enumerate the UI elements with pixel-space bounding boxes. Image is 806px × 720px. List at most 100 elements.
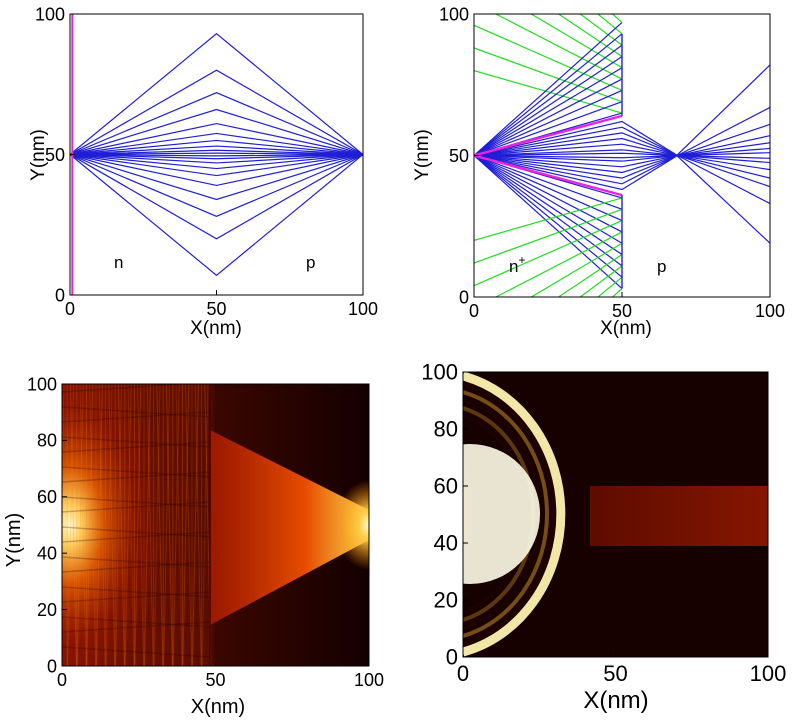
tl-ray: [70, 153, 363, 160]
bl-fringe: [98, 384, 106, 666]
tr-reflected-ray: [474, 47, 623, 103]
tl-label-n: n: [114, 253, 123, 272]
bl-heat-cone: [210, 430, 369, 625]
bl-fringe: [127, 384, 135, 666]
bl-fringe: [79, 384, 87, 666]
y-tick-label: 100: [27, 374, 57, 394]
x-tick-label: 100: [750, 661, 787, 686]
bl-fringe: [124, 384, 132, 666]
tr-ray-group: [474, 14, 770, 297]
br-ticks: 0 50 100 0 20 40 60 80 100: [421, 360, 786, 686]
x-tick-label: 50: [603, 661, 627, 686]
tl-ray: [70, 145, 363, 156]
y-tick-label: 60: [37, 487, 57, 507]
tr-reflected-ray: [530, 14, 623, 69]
y-tick-label: 50: [449, 146, 469, 166]
tr-critical-ray: [474, 154, 623, 197]
bl-fringe: [86, 384, 94, 666]
tl-label-p: p: [306, 253, 315, 272]
y-tick-label: 20: [434, 588, 458, 613]
tl-ray: [70, 153, 363, 170]
x-tick-label: 100: [755, 301, 785, 321]
bl-fringe: [182, 384, 190, 666]
bl-fringe: [117, 384, 125, 666]
tr-reflected-ray: [530, 242, 623, 297]
y-tick-label: 40: [37, 544, 57, 564]
tr-transmitted-ray: [474, 137, 770, 179]
tr-incident-ray: [474, 22, 623, 156]
bl-fringe: [62, 561, 211, 573]
tl-ray: [70, 32, 363, 155]
tr-transmitted-ray: [474, 120, 770, 244]
tl-ray: [70, 153, 363, 217]
bl-fringe: [62, 471, 211, 483]
br-arc-fringe: [463, 372, 566, 657]
tl-ticks: 0 50 100 0 50 100: [35, 4, 378, 319]
bl-fringe: [95, 384, 103, 666]
bl-fringe: [62, 406, 211, 418]
x-tick-label: 0: [457, 661, 469, 686]
tl-ray: [70, 108, 363, 156]
bl-heat-right-glow: [300, 480, 369, 570]
x-tick-label: 50: [205, 670, 225, 690]
tr-incident-ray: [474, 55, 623, 156]
bl-heat-left-glow: [62, 384, 222, 666]
y-tick-label: 60: [434, 474, 458, 499]
tr-ticks: 0 50 100 0 50 100: [439, 4, 785, 321]
tr-incident-ray: [474, 154, 623, 222]
bl-fringe: [143, 384, 151, 666]
tl-ray: [70, 152, 363, 156]
br-x-axis-label: X(nm): [583, 687, 648, 714]
bl-fringe: [156, 384, 164, 666]
bl-fringe: [62, 384, 192, 393]
y-tick-label: 0: [55, 285, 65, 305]
tr-transmitted-ray: [474, 126, 770, 205]
tr-reflected-ray: [494, 231, 623, 297]
x-tick-label: 50: [612, 301, 632, 321]
br-arc-fringe: [463, 398, 543, 630]
tr-reflected-ray: [474, 24, 623, 91]
bl-fringe: [67, 384, 75, 666]
tr-label-nplus: n+: [509, 253, 525, 276]
tr-transmitted-ray: [474, 64, 770, 191]
tl-ray: [70, 153, 363, 164]
tl-ray: [70, 153, 363, 157]
tr-y-axis-label: Y(nm): [412, 129, 433, 181]
tr-incident-ray: [474, 155, 623, 289]
tl-ray: [70, 92, 363, 156]
bl-fringe: [137, 384, 145, 666]
bl-fringe: [62, 556, 211, 568]
tr-transmitted-ray: [474, 152, 770, 159]
tl-ray: [70, 132, 363, 156]
tr-label-n: n: [509, 257, 518, 276]
tr-label-p: p: [657, 257, 666, 276]
bl-y-axis-label: Y(nm): [3, 513, 25, 567]
x-tick-label: 100: [354, 670, 384, 690]
tr-transmitted-ray: [474, 135, 770, 174]
bl-fringe: [62, 496, 211, 508]
tr-incident-ray: [474, 44, 623, 156]
tr-incident-ray: [474, 67, 623, 157]
bl-fringe: [134, 384, 142, 666]
tr-transmitted-ray: [474, 132, 770, 188]
tr-incident-ray: [474, 154, 623, 244]
y-tick-label: 40: [434, 531, 458, 556]
tr-transmitted-ray: [474, 143, 770, 171]
tl-ray: [70, 69, 363, 156]
tr-incident-ray: [474, 155, 623, 256]
bl-fringe: [76, 384, 84, 666]
tl-ray-group: [70, 32, 363, 277]
br-arc-fringe: [463, 382, 556, 646]
bl-fringe: [62, 501, 211, 513]
tr-incident-ray: [474, 78, 623, 157]
tl-ray: [70, 153, 363, 187]
y-tick-label: 0: [459, 287, 469, 307]
tr-reflected-ray: [474, 220, 623, 287]
bl-x-axis-label: X(nm): [191, 696, 245, 718]
br-heat-center: [463, 444, 540, 584]
y-tick-label: 100: [439, 4, 469, 24]
tr-transmitted-ray: [474, 142, 770, 168]
tr-incident-ray: [474, 155, 623, 267]
y-tick-label: 100: [421, 360, 458, 385]
bl-fringe: [69, 384, 77, 666]
